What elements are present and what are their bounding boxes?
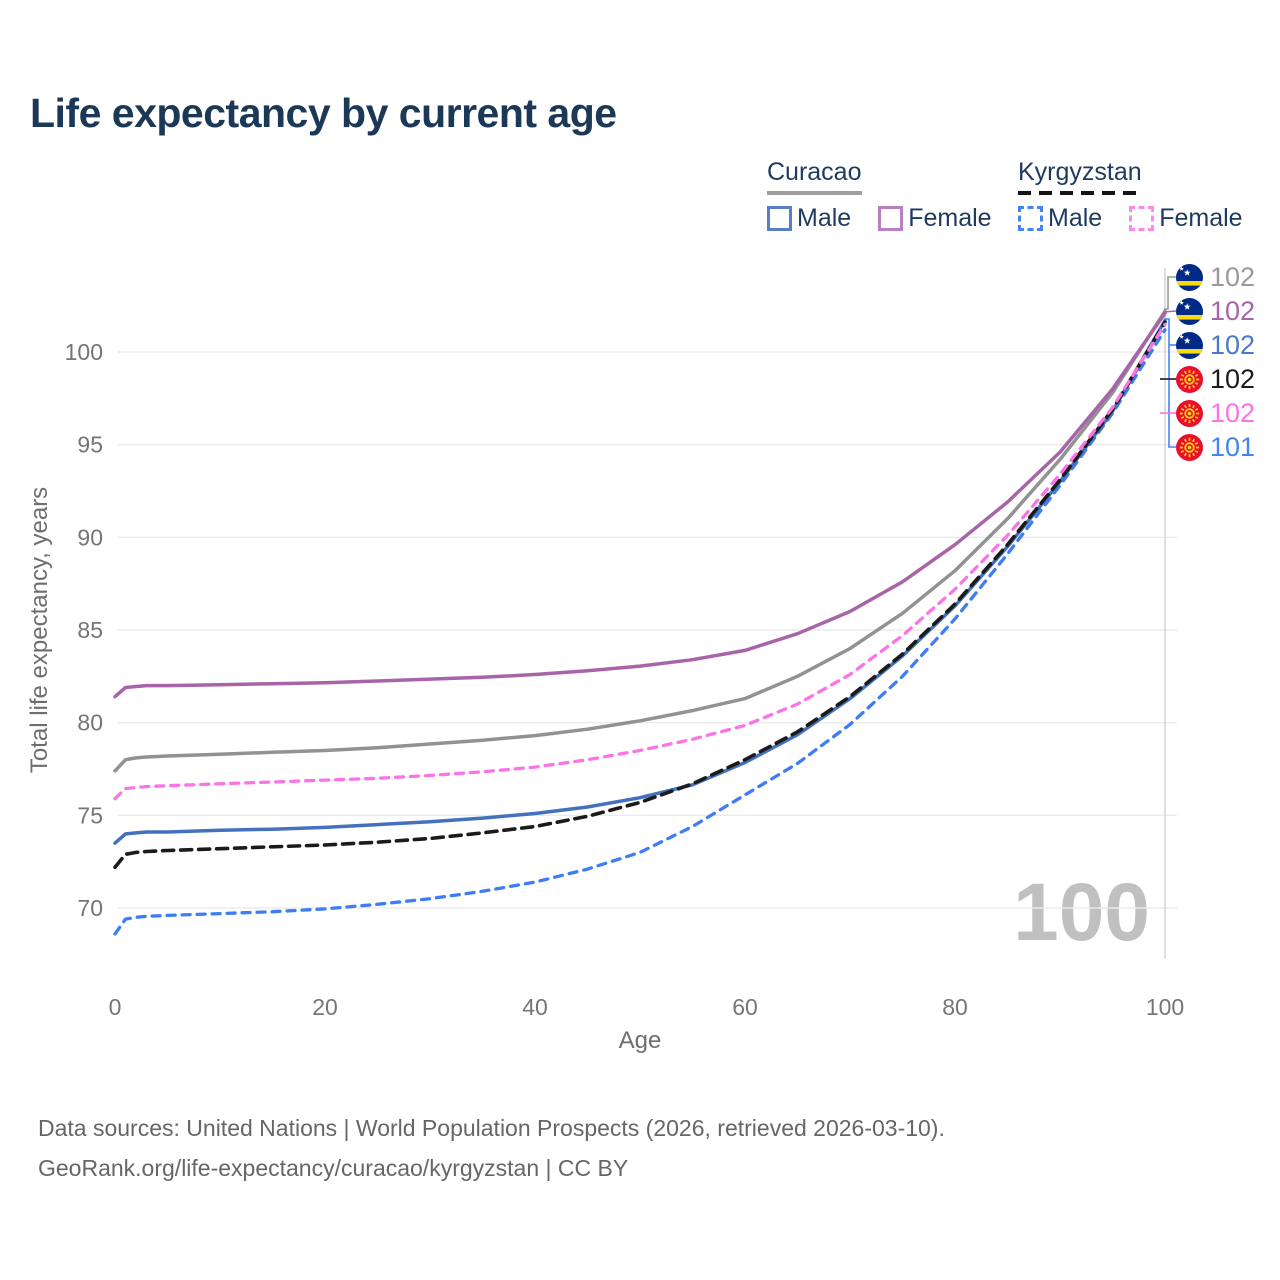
legend-header-kyrgyzstan[interactable]: Kyrgyzstan — [1018, 158, 1142, 195]
curacao-line-style-sample — [767, 191, 862, 195]
legend-item-kyrgyzstan-female[interactable]: Female — [1129, 204, 1243, 233]
end-label-value: 102 — [1210, 261, 1256, 292]
end-label-curacao-total: 102 — [1176, 260, 1255, 294]
end-label-curacao-male: 102 — [1176, 328, 1255, 362]
series-line-kyrgyzstan-male[interactable] — [113, 328, 1167, 936]
end-label-curacao-female: 102 — [1176, 294, 1255, 328]
y-tick-label: 100 — [65, 339, 103, 365]
x-tick-label: 60 — [732, 994, 758, 1020]
legend-group-kyrgyzstan: Kyrgyzstan Male Female — [1018, 158, 1243, 236]
legend-item-label: Male — [797, 204, 852, 232]
legend-item-label: Female — [1159, 204, 1243, 232]
legend-header-curacao[interactable]: Curacao — [767, 158, 862, 195]
series-line-kyrgyzstan-total[interactable] — [113, 320, 1167, 870]
y-tick-label: 85 — [77, 617, 103, 643]
curacao-flag-icon — [1176, 331, 1203, 359]
curacao-flag-icon — [1176, 297, 1203, 325]
footer-attribution: GeoRank.org/life-expectancy/curacao/kyrg… — [38, 1155, 629, 1181]
y-tick-label: 75 — [77, 802, 103, 828]
series-line-curacao-female[interactable] — [113, 311, 1167, 699]
series-swatch — [1129, 206, 1155, 231]
series-swatch — [1018, 206, 1043, 231]
kyrgyzstan-flag-icon — [1176, 433, 1203, 461]
legend-item-label: Male — [1048, 204, 1103, 232]
page-title: Life expectancy by current age — [30, 90, 617, 136]
legend-item-curacao-male[interactable]: Male — [767, 204, 851, 233]
end-label-value: 101 — [1210, 431, 1256, 462]
end-label-kyrgyzstan-male: 101 — [1176, 430, 1255, 464]
x-axis-title: Age — [619, 1027, 662, 1054]
hovered-age-value: 100 — [1013, 867, 1150, 958]
series-swatch — [878, 206, 904, 231]
end-label-leader-line — [1164, 276, 1176, 310]
end-label-value: 102 — [1210, 397, 1256, 428]
x-tick-label: 100 — [1146, 994, 1184, 1020]
x-tick-label: 80 — [942, 994, 968, 1020]
end-label-leader-line — [1163, 310, 1177, 313]
y-tick-label: 90 — [77, 524, 103, 550]
legend-item-label: Female — [908, 204, 992, 232]
curacao-flag-icon — [1176, 263, 1203, 291]
legend-group-curacao: Curacao Male Female — [767, 158, 992, 236]
footer: Data sources: United Nations | World Pop… — [38, 1108, 945, 1188]
x-tick-label: 0 — [109, 994, 122, 1020]
legend-item-kyrgyzstan-male[interactable]: Male — [1018, 204, 1102, 233]
end-label-kyrgyzstan-female: 102 — [1176, 396, 1255, 430]
legend-items-curacao: Male Female — [767, 204, 992, 236]
y-tick-label: 95 — [77, 432, 103, 458]
x-tick-label: 40 — [522, 994, 548, 1020]
kyrgyzstan-line-style-sample — [1018, 191, 1142, 195]
end-label-value: 102 — [1210, 295, 1256, 326]
legend-items-kyrgyzstan: Male Female — [1018, 204, 1243, 236]
footer-data-sources: Data sources: United Nations | World Pop… — [38, 1115, 945, 1141]
end-label-kyrgyzstan-total: 102 — [1176, 362, 1255, 396]
legend-item-curacao-female[interactable]: Female — [878, 204, 992, 233]
legend-group-title[interactable]: Kyrgyzstan — [1018, 158, 1142, 186]
kyrgyzstan-flag-icon — [1176, 399, 1203, 427]
end-label-value: 102 — [1210, 363, 1256, 394]
end-label-value: 102 — [1210, 329, 1256, 360]
legend-group-title[interactable]: Curacao — [767, 158, 862, 186]
end-label-leader-line — [1164, 318, 1176, 448]
y-tick-label: 70 — [77, 895, 103, 921]
x-tick-label: 20 — [312, 994, 338, 1020]
series-swatch — [767, 206, 792, 231]
series-line-kyrgyzstan-female[interactable] — [113, 322, 1167, 801]
kyrgyzstan-flag-icon — [1176, 365, 1203, 393]
series-line-curacao-total[interactable] — [113, 309, 1167, 773]
y-axis-title: Total life expectancy, years — [26, 487, 53, 773]
series-line-curacao-male[interactable] — [113, 318, 1167, 845]
y-tick-label: 80 — [77, 710, 103, 736]
